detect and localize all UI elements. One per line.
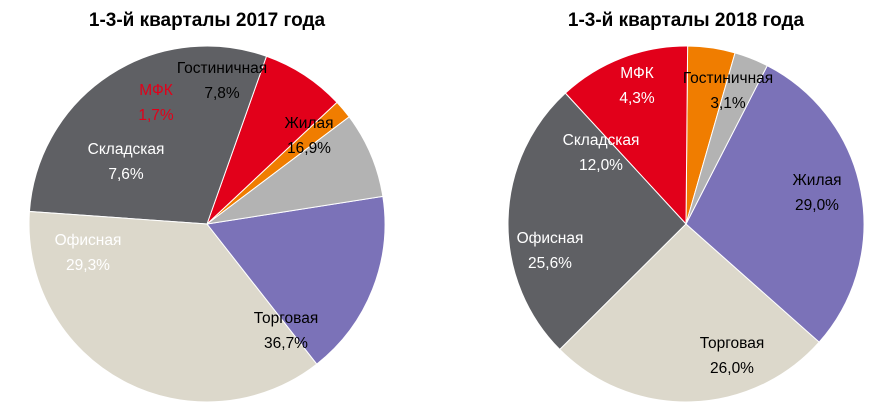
pie-slice-1-4 bbox=[564, 45, 689, 226]
slice-label-0-0: Гостиничная bbox=[177, 60, 267, 77]
slice-label-0-4: Складская bbox=[88, 141, 165, 158]
pie-slice-1-1 bbox=[685, 64, 865, 343]
pie-slice-1-3 bbox=[507, 92, 687, 351]
slice-value-1-4: 12,0% bbox=[579, 157, 623, 174]
pie-slice-0-1 bbox=[206, 195, 386, 365]
slice-value-0-2: 36,7% bbox=[264, 335, 308, 352]
slice-value-1-0: 3,1% bbox=[710, 95, 746, 112]
pie-slice-1-2 bbox=[559, 223, 820, 403]
slice-label-1-3: Офисная bbox=[517, 230, 584, 247]
slice-value-0-3: 29,3% bbox=[66, 257, 110, 274]
pie-chart-2017: 1-3-й кварталы 2017 года Гостиничная 7,8%… bbox=[28, 10, 386, 403]
slice-label-1-5: МФК bbox=[620, 65, 654, 82]
pie-slice-0-2 bbox=[28, 210, 318, 403]
slice-label-0-1: Жилая bbox=[284, 115, 333, 132]
slice-label-1-2: Торговая bbox=[700, 335, 765, 352]
slice-label-1-1: Жилая bbox=[792, 172, 841, 189]
slice-label-0-2: Торговая bbox=[254, 310, 319, 327]
pie-slice-0-3 bbox=[28, 45, 268, 225]
slice-value-0-4: 7,6% bbox=[108, 166, 144, 183]
pie-slice-1-0 bbox=[685, 52, 768, 225]
slice-value-1-5: 4,3% bbox=[619, 90, 655, 107]
slice-value-1-3: 25,6% bbox=[528, 255, 572, 272]
slice-value-0-0: 7,8% bbox=[204, 85, 240, 102]
slice-label-0-3: Офисная bbox=[55, 232, 122, 249]
slice-label-0-5: МФК bbox=[139, 82, 173, 99]
chart-title-2018: 1-3-й кварталы 2018 года bbox=[568, 10, 805, 31]
pie-slice-0-0 bbox=[206, 116, 384, 225]
slice-value-1-1: 29,0% bbox=[795, 197, 839, 214]
slice-label-1-4: Складская bbox=[563, 132, 640, 149]
slice-value-1-2: 26,0% bbox=[710, 360, 754, 377]
chart-title-2017: 1-3-й кварталы 2017 года bbox=[89, 10, 326, 31]
pie-chart-2018: 1-3-й кварталы 2018 года Гостиничная 3,1%… bbox=[507, 10, 865, 403]
slice-value-0-5: 1,7% bbox=[138, 107, 174, 124]
slice-label-1-0: Гостиничная bbox=[683, 70, 773, 87]
slice-value-0-1: 16,9% bbox=[287, 140, 331, 157]
